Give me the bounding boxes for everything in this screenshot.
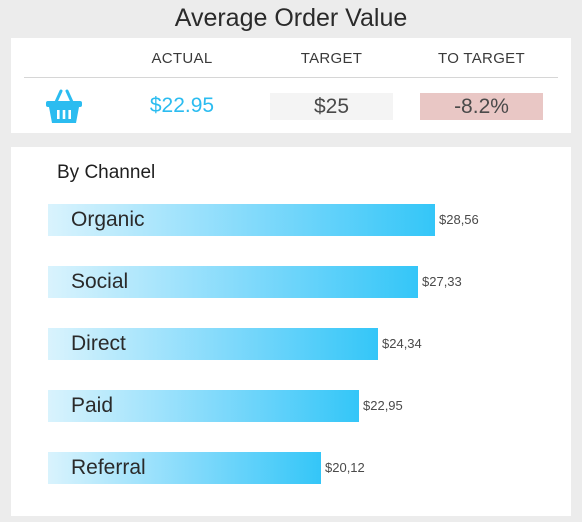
bar-value-label: $27,33 (422, 274, 462, 289)
bar-value-label: $28,56 (439, 212, 479, 227)
bar-organic (48, 204, 435, 236)
bar-referral (48, 452, 321, 484)
bar-label: Social (71, 270, 129, 293)
to-target-value: -8.2% (420, 93, 543, 120)
channel-title: By Channel (57, 162, 156, 183)
actual-header: ACTUAL (151, 50, 213, 67)
bar-paid (48, 390, 359, 422)
bar-social (48, 266, 418, 298)
bar-value-label: $22,95 (363, 398, 403, 413)
actual-value: $22.95 (149, 94, 215, 117)
kpi-card: ACTUAL TARGET TO TARGET $22.95 $25 -8.2% (11, 38, 571, 133)
page-title: Average Order Value (174, 4, 408, 32)
kpi-divider (24, 77, 558, 78)
bar-label: Organic (71, 208, 145, 231)
bar-direct (48, 328, 378, 360)
bar-label: Direct (71, 332, 126, 355)
target-value: $25 (270, 93, 393, 120)
target-header: TARGET (300, 50, 363, 67)
bar-value-label: $20,12 (325, 460, 365, 475)
to-target-header: TO TARGET (438, 50, 525, 67)
bar-value-label: $24,34 (382, 336, 422, 351)
bar-label: Paid (71, 394, 114, 417)
channel-card: By Channel Organic $28,56 Social $27,33 Dire… (11, 147, 571, 516)
bar-label: Referral (71, 456, 146, 479)
shopping-basket-icon (45, 88, 83, 124)
